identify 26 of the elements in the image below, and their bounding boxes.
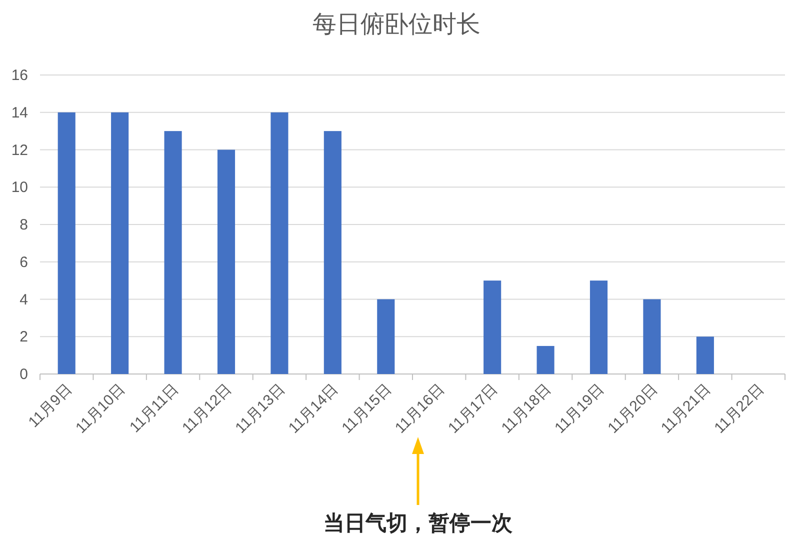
y-tick-label: 16 <box>11 67 28 84</box>
bar <box>324 131 342 374</box>
bar <box>111 112 129 374</box>
x-tick-label: 11月11日 <box>126 380 182 436</box>
y-tick-label: 12 <box>11 142 28 159</box>
bar <box>484 280 502 374</box>
text: 当日气切，暂停一次 <box>324 512 514 535</box>
bar <box>536 346 554 374</box>
y-tick-label: 2 <box>20 328 28 346</box>
y-tick-label: 0 <box>20 366 28 383</box>
y-tick-label: 14 <box>11 104 28 122</box>
bar <box>217 150 236 374</box>
bar <box>696 336 714 374</box>
bar <box>643 299 661 374</box>
bar <box>164 131 182 374</box>
x-tick-label: 11月9日 <box>25 380 76 431</box>
x-tick-label: 11月10日 <box>72 380 129 437</box>
bar <box>377 299 395 374</box>
bar <box>270 112 288 374</box>
y-tick-label: 8 <box>20 216 28 234</box>
y-tick-label: 10 <box>11 179 28 196</box>
chart-title: 每日俯卧位时长 <box>312 11 480 38</box>
bar <box>58 112 76 374</box>
y-tick-label: 6 <box>20 254 28 271</box>
y-tick-label: 4 <box>20 291 28 308</box>
bar <box>590 280 608 374</box>
